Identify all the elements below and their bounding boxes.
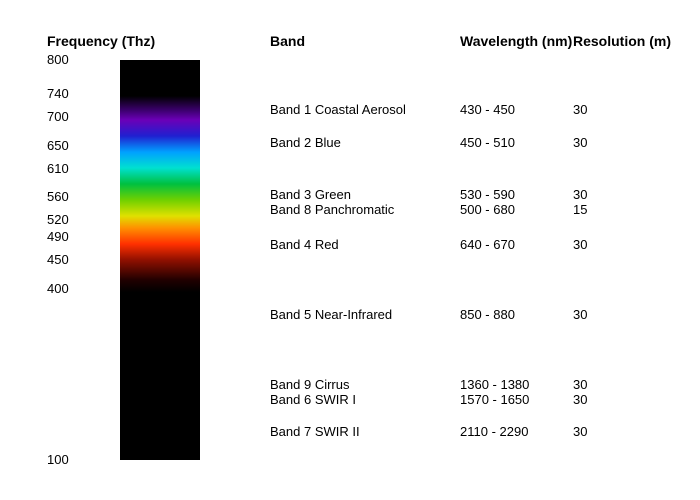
band-name: Band 4 Red: [270, 237, 339, 252]
band-wavelength: 640 - 670: [460, 237, 515, 252]
band-header: Band: [270, 33, 305, 49]
frequency-tick: 400: [47, 281, 69, 296]
spectrum-bar: [120, 60, 200, 460]
frequency-header: Frequency (Thz): [47, 33, 155, 49]
band-name: Band 9 Cirrus: [270, 377, 349, 392]
resolution-header: Resolution (m): [573, 33, 671, 49]
band-wavelength: 2110 - 2290: [460, 424, 528, 439]
band-resolution: 30: [573, 307, 587, 322]
band-resolution: 30: [573, 187, 587, 202]
frequency-tick: 490: [47, 229, 69, 244]
band-resolution: 15: [573, 202, 587, 217]
band-name: Band 5 Near-Infrared: [270, 307, 392, 322]
frequency-tick: 800: [47, 52, 69, 67]
band-wavelength: 530 - 590: [460, 187, 515, 202]
frequency-tick: 520: [47, 212, 69, 227]
band-name: Band 7 SWIR II: [270, 424, 360, 439]
frequency-tick: 100: [47, 452, 69, 467]
band-name: Band 3 Green: [270, 187, 351, 202]
band-resolution: 30: [573, 392, 587, 407]
band-name: Band 1 Coastal Aerosol: [270, 102, 406, 117]
frequency-tick: 560: [47, 189, 69, 204]
band-wavelength: 1360 - 1380: [460, 377, 529, 392]
band-resolution: 30: [573, 424, 587, 439]
frequency-tick: 650: [47, 138, 69, 153]
band-resolution: 30: [573, 377, 587, 392]
spectrum-diagram: Frequency (Thz) Band Wavelength (nm)Resolu…: [0, 0, 700, 500]
band-wavelength: 850 - 880: [460, 307, 515, 322]
band-wavelength: 430 - 450: [460, 102, 515, 117]
band-name: Band 8 Panchromatic: [270, 202, 394, 217]
frequency-tick: 700: [47, 109, 69, 124]
band-name: Band 6 SWIR I: [270, 392, 356, 407]
frequency-tick: 610: [47, 161, 69, 176]
band-name: Band 2 Blue: [270, 135, 341, 150]
wavelength-header: Wavelength (nm): [460, 33, 572, 49]
band-resolution: 30: [573, 237, 587, 252]
frequency-tick: 450: [47, 252, 69, 267]
band-resolution: 30: [573, 102, 587, 117]
band-wavelength: 1570 - 1650: [460, 392, 529, 407]
band-wavelength: 450 - 510: [460, 135, 515, 150]
frequency-tick: 740: [47, 86, 69, 101]
band-wavelength: 500 - 680: [460, 202, 515, 217]
band-resolution: 30: [573, 135, 587, 150]
